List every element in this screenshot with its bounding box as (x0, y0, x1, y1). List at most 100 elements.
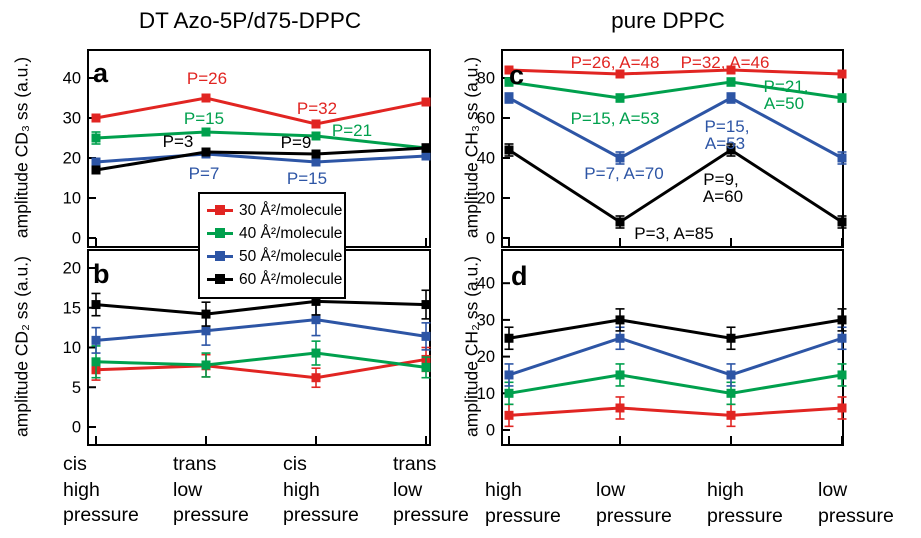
data-marker (837, 217, 847, 227)
data-marker (837, 69, 847, 79)
data-marker (726, 93, 736, 103)
legend-item-label: 40 Å²/molecule (239, 224, 343, 242)
series-line (508, 318, 843, 340)
y-tick-label: 30 (63, 110, 81, 128)
annotation: A=53 (705, 134, 745, 153)
data-marker (837, 370, 847, 380)
series-line (508, 373, 843, 395)
series-line (95, 130, 427, 150)
legend-item-label: 60 Å²/molecule (239, 270, 343, 288)
y-tick-label: 40 (477, 150, 495, 168)
axes-box (501, 49, 844, 248)
data-marker (837, 153, 847, 163)
legend: 30 Å²/molecule 40 Å²/molecule 50 Å²/mole… (198, 192, 346, 299)
x-category-label: low pressure (818, 479, 894, 527)
data-marker (615, 403, 625, 413)
x-category-label: high pressure (707, 479, 783, 527)
y-tick-label: 0 (486, 230, 495, 248)
data-marker (311, 315, 321, 325)
y-tick-label: 0 (72, 230, 81, 248)
data-marker (615, 93, 625, 103)
right-column-title: pure DPPC (611, 8, 725, 33)
data-marker (311, 157, 321, 167)
legend-square-marker (215, 251, 225, 261)
data-marker (311, 149, 321, 159)
data-marker (311, 373, 321, 383)
data-marker (201, 93, 211, 103)
data-marker (201, 127, 211, 137)
legend-line-swatch (207, 205, 233, 215)
data-marker (91, 165, 101, 175)
data-marker (421, 143, 431, 153)
annotation: P=9 (281, 133, 312, 152)
data-marker (91, 133, 101, 143)
x-category-label: trans low pressure (393, 453, 469, 526)
y-tick-label: 15 (63, 299, 81, 317)
x-category-label: high pressure (485, 479, 561, 527)
data-marker (726, 77, 736, 87)
data-marker (91, 157, 101, 167)
legend-square-marker (215, 274, 225, 284)
data-marker (311, 119, 321, 129)
panel-letter: d (511, 261, 528, 291)
y-tick-label: 20 (477, 190, 495, 208)
data-marker (504, 93, 514, 103)
data-marker (421, 331, 431, 341)
series-line (508, 406, 843, 417)
panel-c: 0 20 40 60 80 P=26, A=48 P=32, A=46 P=15, A=53 P… (477, 49, 847, 248)
y-tick-label: 10 (477, 385, 495, 403)
data-marker (615, 153, 625, 163)
annotation: A=50 (764, 94, 804, 113)
data-marker (837, 403, 847, 413)
left-column-title: DT Azo-5P/d75-DPPC (138, 8, 362, 33)
legend-item: 60 Å²/molecule (207, 268, 342, 291)
data-marker (421, 300, 431, 310)
y-tick-label: 30 (477, 311, 495, 329)
legend-item: 30 Å²/molecule (207, 199, 342, 222)
data-marker (201, 326, 211, 336)
series-line (95, 146, 427, 172)
data-marker (91, 300, 101, 310)
data-marker (201, 147, 211, 157)
y-tick-label: 10 (63, 339, 81, 357)
data-marker (504, 410, 514, 420)
data-marker (837, 315, 847, 325)
y-tick-label: 5 (72, 379, 81, 397)
x-category-label: trans low pressure (173, 453, 249, 526)
x-category-label: cis high pressure (63, 453, 139, 526)
series-line (95, 351, 427, 369)
data-marker (91, 335, 101, 345)
data-marker (91, 357, 101, 367)
data-marker (726, 145, 736, 155)
x-category-label: cis high pressure (283, 453, 359, 526)
annotation: P=15, A=53 (571, 109, 660, 128)
legend-line-swatch (207, 274, 233, 284)
data-marker (504, 77, 514, 87)
annotation: P=7, A=70 (584, 164, 663, 183)
data-marker (311, 131, 321, 141)
panel-d: 0 10 20 30 40 d (477, 249, 847, 446)
x-category-label: low pressure (596, 479, 672, 527)
y-tick-label: 20 (63, 260, 81, 278)
panel-b: 0 5 10 15 20 b (63, 249, 431, 446)
series-line (508, 148, 843, 224)
series-line (95, 357, 427, 380)
y-tick-label: 0 (72, 419, 81, 437)
axes-box (501, 249, 844, 446)
y-tick-label: 10 (63, 190, 81, 208)
legend-item-label: 30 Å²/molecule (239, 201, 343, 219)
series-line (508, 68, 843, 76)
series-line (95, 96, 427, 126)
data-marker (615, 333, 625, 343)
legend-item: 40 Å²/molecule (207, 222, 342, 245)
data-marker (91, 113, 101, 123)
annotation: P=3, A=85 (634, 224, 713, 243)
legend-item: 50 Å²/molecule (207, 245, 342, 268)
data-marker (201, 309, 211, 319)
data-marker (504, 333, 514, 343)
y-tick-label: 0 (486, 422, 495, 440)
annotation: P=9, (703, 170, 738, 189)
panel-letter: c (509, 60, 524, 90)
